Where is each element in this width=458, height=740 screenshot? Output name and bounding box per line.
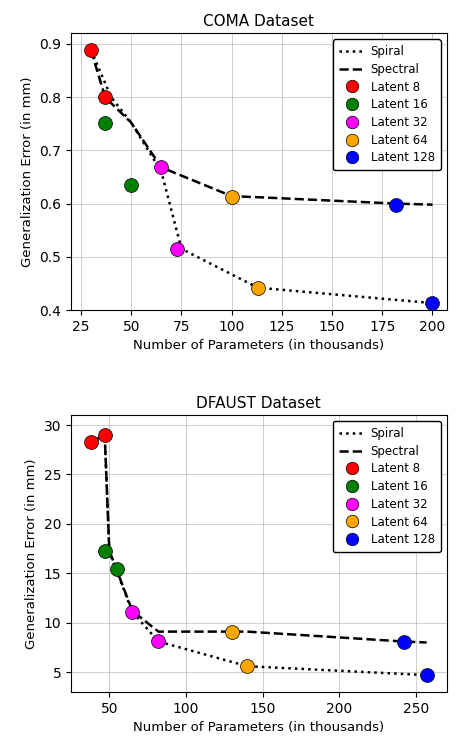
X-axis label: Number of Parameters (in thousands): Number of Parameters (in thousands): [133, 722, 384, 734]
Point: [228, 626, 235, 638]
Y-axis label: Generalization Error (in mm): Generalization Error (in mm): [25, 458, 38, 649]
Point: [101, 545, 109, 556]
Point: [101, 429, 109, 441]
Point: [429, 297, 436, 309]
Point: [244, 660, 251, 672]
Point: [102, 117, 109, 129]
Point: [102, 91, 109, 103]
Point: [129, 606, 136, 618]
X-axis label: Number of Parameters (in thousands): Number of Parameters (in thousands): [133, 340, 384, 352]
Point: [158, 161, 165, 173]
Title: DFAUST Dataset: DFAUST Dataset: [196, 396, 321, 411]
Point: [128, 179, 135, 191]
Point: [254, 282, 262, 294]
Legend: Spiral, Spectral, Latent 8, Latent 16, Latent 32, Latent 64, Latent 128: Spiral, Spectral, Latent 8, Latent 16, L…: [333, 39, 441, 170]
Point: [393, 199, 400, 211]
Title: COMA Dataset: COMA Dataset: [203, 14, 314, 30]
Y-axis label: Generalization Error (in mm): Generalization Error (in mm): [21, 76, 34, 267]
Point: [87, 436, 95, 448]
Point: [174, 243, 181, 255]
Point: [423, 669, 430, 681]
Point: [400, 636, 407, 648]
Legend: Spiral, Spectral, Latent 8, Latent 16, Latent 32, Latent 64, Latent 128: Spiral, Spectral, Latent 8, Latent 16, L…: [333, 421, 441, 552]
Point: [228, 191, 235, 203]
Point: [87, 44, 95, 56]
Point: [113, 563, 120, 575]
Point: [155, 636, 162, 648]
